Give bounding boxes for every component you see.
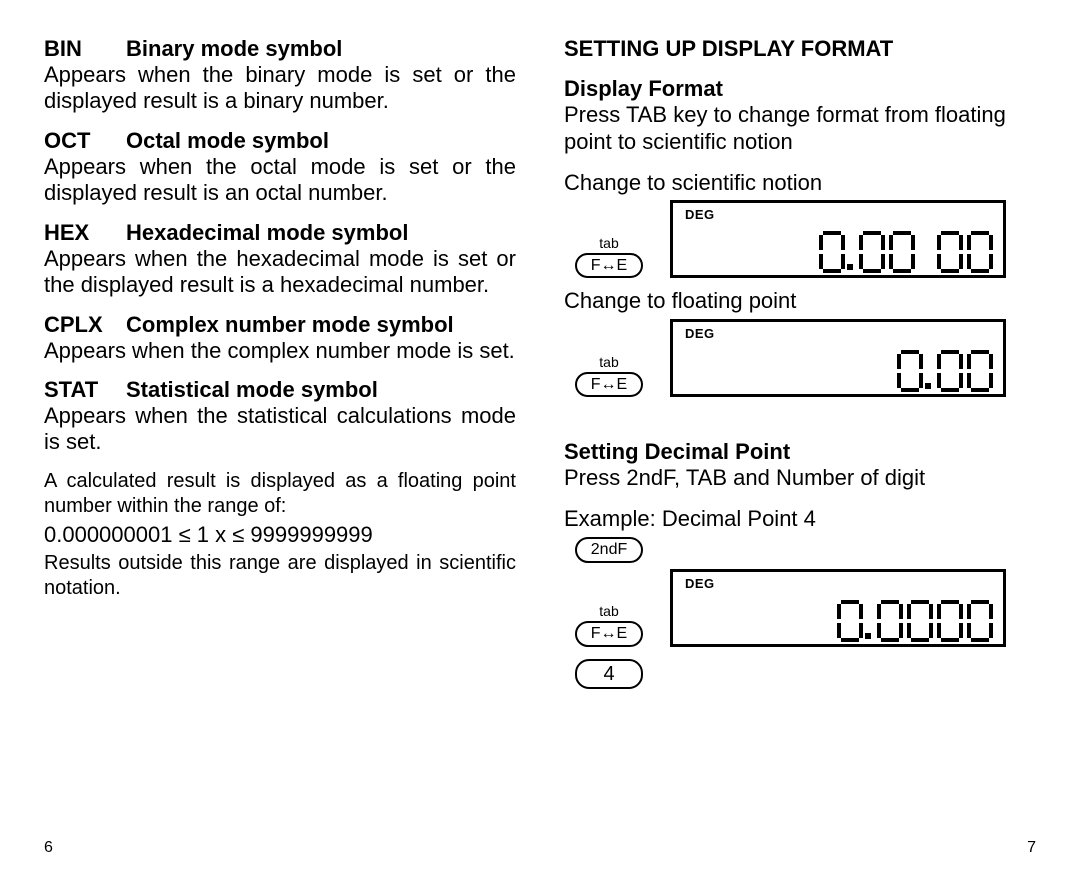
definition-desc: Appears when the binary mode is set or t… [44,62,516,114]
row-scientific: tab F↔E DEG [564,200,1036,278]
decimal-heading: Setting Decimal Point [564,439,1036,465]
lcd-deg-indicator: DEG [685,576,715,591]
key-4: 4 [575,659,643,689]
definition-item: STATStatistical mode symbolAppears when … [44,377,516,455]
lcd-deg-indicator: DEG [685,326,715,341]
definition-abbr: CPLX [44,312,126,338]
page-number-left: 6 [44,839,53,857]
definition-item: HEXHexadecimal mode symbolAppears when t… [44,220,516,298]
row-decimal-keys-1: 2ndF [564,537,1036,563]
lcd-scientific: DEG [670,200,1006,278]
definition-item: BINBinary mode symbolAppears when the bi… [44,36,516,114]
definition-desc: Appears when the octal mode is set or th… [44,154,516,206]
decimal-desc: Press 2ndF, TAB and Number of digit [564,465,1036,492]
definition-item: OCTOctal mode symbolAppears when the oct… [44,128,516,206]
definition-term: Octal mode symbol [126,128,329,153]
scientific-label: Change to scientific notion [564,170,1036,197]
floating-label: Change to floating point [564,288,1036,315]
key-2ndf: 2ndF [575,537,643,563]
definition-desc: Appears when the hexadecimal mode is set… [44,246,516,298]
decimal-example: Example: Decimal Point 4 [564,506,1036,533]
row-floating: tab F↔E DEG [564,319,1036,397]
definition-abbr: OCT [44,128,126,154]
definition-abbr: STAT [44,377,126,403]
row-decimal: tab F↔E DEG [564,569,1036,647]
key-tab-label: tab [599,235,618,251]
definition-term: Complex number mode symbol [126,312,454,337]
key-fe: F↔E [575,253,643,279]
lcd-floating: DEG [670,319,1006,397]
definition-term: Statistical mode symbol [126,377,378,402]
display-format-heading: Display Format [564,76,1036,102]
definition-term: Hexadecimal mode symbol [126,220,408,245]
definition-abbr: HEX [44,220,126,246]
definition-item: CPLXComplex number mode symbolAppears wh… [44,312,516,364]
page-number-right: 7 [1027,839,1036,857]
definition-desc: Appears when the statistical calculation… [44,403,516,455]
section-heading: SETTING UP DISPLAY FORMAT [564,36,1036,62]
key-tab-label: tab [599,354,618,370]
range-line: 0.000000001 ≤ 1 x ≤ 9999999999 [44,521,516,549]
row-decimal-keys-2: 4 [564,659,1036,689]
key-fe: F↔E [575,372,643,398]
key-tab-label: tab [599,603,618,619]
definition-abbr: BIN [44,36,126,62]
range-intro: A calculated result is displayed as a fl… [44,469,516,519]
definition-desc: Appears when the complex number mode is … [44,338,516,364]
display-format-desc: Press TAB key to change format from floa… [564,102,1036,156]
lcd-deg-indicator: DEG [685,207,715,222]
range-outro: Results outside this range are displayed… [44,551,516,601]
definition-term: Binary mode symbol [126,36,342,61]
key-fe: F↔E [575,621,643,647]
lcd-decimal: DEG [670,569,1006,647]
